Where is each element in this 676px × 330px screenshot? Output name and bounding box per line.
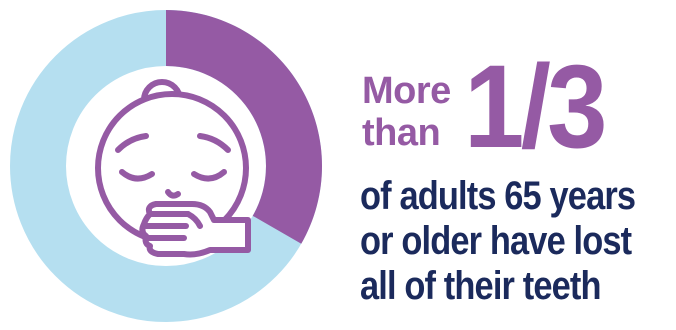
donut-graphic [10,10,322,322]
ring-highlight [166,10,322,244]
statement-line-1: of adults 65 years [360,174,636,218]
lead-line-than: than [362,112,441,154]
statement-line-3: all of their teeth [360,264,601,308]
fraction-figure: 1/3 [464,41,608,173]
face-covering-mouth-icon [95,79,251,258]
statement-line-2: or older have lost [360,219,632,263]
headline-block: More than 1/3 of adults 65 years or olde… [360,30,670,320]
lead-line-more: More [362,70,451,112]
